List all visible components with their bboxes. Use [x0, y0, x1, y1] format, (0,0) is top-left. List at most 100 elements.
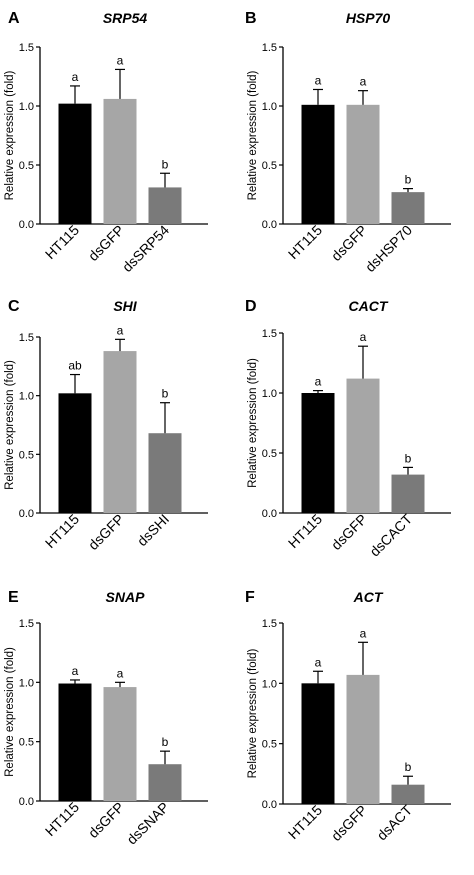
y-tick-label: 0.5	[262, 448, 277, 460]
category-label: dsGFP	[85, 799, 127, 841]
bar	[103, 98, 137, 224]
significance-letter: a	[117, 323, 124, 337]
bar	[103, 351, 137, 513]
significance-letter: b	[162, 387, 169, 401]
significance-letter: a	[360, 75, 367, 89]
category-label: dsGFP	[85, 511, 127, 553]
category-label: dsGFP	[328, 511, 370, 553]
bar	[346, 104, 380, 224]
bar	[58, 683, 92, 801]
significance-letter: b	[162, 157, 169, 171]
y-tick-label: 0.0	[19, 508, 34, 520]
significance-letter: ab	[68, 359, 82, 373]
panel-letter: E	[8, 589, 19, 606]
y-tick-label: 1.5	[19, 332, 34, 344]
y-tick-label: 0.5	[19, 737, 34, 749]
category-label: dsGFP	[85, 222, 127, 264]
significance-letter: b	[405, 760, 412, 774]
significance-letter: a	[72, 664, 79, 678]
category-label: dsHSP70	[362, 222, 415, 275]
panel-letter: C	[8, 298, 20, 315]
significance-letter: b	[162, 735, 169, 749]
significance-letter: a	[315, 655, 322, 669]
y-tick-label: 1.0	[19, 391, 34, 403]
bar	[301, 683, 335, 804]
y-tick-label: 1.5	[262, 42, 277, 54]
category-label: dsACT	[374, 801, 416, 843]
bar	[391, 474, 425, 513]
significance-letter: a	[117, 666, 124, 680]
y-tick-label: 1.5	[19, 42, 34, 54]
panel-letter: F	[245, 589, 255, 606]
bar	[148, 433, 182, 513]
y-tick-label: 1.0	[19, 101, 34, 113]
y-axis-label: Relative expression (fold)	[4, 360, 16, 490]
panel-letter: A	[8, 10, 20, 27]
bar	[391, 192, 425, 224]
significance-letter: b	[405, 451, 412, 465]
panel-a: A SRP54 Relative expression (fold) 0.0 0.5 1.…	[4, 10, 208, 275]
category-label: HT115	[42, 511, 82, 551]
bar	[148, 187, 182, 224]
significance-letter: a	[360, 626, 367, 640]
bar	[301, 104, 335, 224]
y-axis-label: Relative expression (fold)	[4, 647, 16, 777]
bar	[148, 764, 182, 801]
panel-letter: B	[245, 10, 257, 27]
significance-letter: a	[117, 53, 124, 67]
category-label: HT115	[285, 511, 325, 551]
significance-letter: a	[360, 330, 367, 344]
panel-b: B HSP70 Relative expression (fold) 0.0 0.5 1.…	[245, 10, 451, 275]
bar	[58, 393, 92, 513]
y-tick-label: 0.0	[262, 508, 277, 520]
bar	[391, 784, 425, 804]
y-tick-label: 0.0	[19, 796, 34, 808]
y-tick-label: 0.5	[19, 160, 34, 172]
significance-letter: b	[405, 173, 412, 187]
category-label: HT115	[285, 802, 325, 842]
y-tick-label: 1.0	[262, 678, 277, 690]
panel-e: E SNAP Relative expression (fold) 0.0 0.5 1.0…	[4, 589, 208, 848]
y-tick-label: 0.0	[262, 219, 277, 231]
y-tick-label: 0.0	[19, 219, 34, 231]
y-tick-label: 1.5	[19, 618, 34, 630]
chart-title: HSP70	[346, 10, 391, 26]
chart-title: CACT	[349, 298, 389, 314]
panel-c: C SHI Relative expression (fold) 0.0 0.5 1.0 1…	[4, 298, 208, 553]
y-axis-label: Relative expression (fold)	[247, 358, 259, 488]
category-label: HT115	[42, 799, 82, 839]
y-tick-label: 1.5	[262, 618, 277, 630]
category-label: dsCACT	[366, 510, 415, 559]
category-label: dsSRP54	[119, 222, 172, 275]
bar	[58, 103, 92, 224]
chart-title: ACT	[353, 589, 384, 605]
y-tick-label: 1.0	[262, 101, 277, 113]
bar	[346, 378, 380, 513]
bar	[103, 687, 137, 801]
y-tick-label: 1.0	[19, 677, 34, 689]
significance-letter: a	[72, 70, 79, 84]
chart-title: SNAP	[106, 589, 146, 605]
category-label: HT115	[285, 222, 325, 262]
category-label: dsSHI	[134, 511, 172, 549]
y-axis-label: Relative expression (fold)	[247, 648, 259, 778]
y-tick-label: 1.0	[262, 388, 277, 400]
y-axis-label: Relative expression (fold)	[247, 70, 259, 200]
category-label: HT115	[42, 222, 82, 262]
y-tick-label: 0.5	[262, 160, 277, 172]
bar	[346, 674, 380, 804]
panel-d: D CACT Relative expression (fold) 0.0 0.5 1.0…	[245, 298, 451, 560]
category-label: dsSNAP	[123, 799, 172, 848]
significance-letter: a	[315, 73, 322, 87]
category-label: dsGFP	[328, 802, 370, 844]
chart-title: SHI	[113, 298, 137, 314]
category-label: dsGFP	[328, 222, 370, 264]
y-tick-label: 0.5	[19, 449, 34, 461]
y-tick-label: 1.5	[262, 328, 277, 340]
y-tick-label: 0.0	[262, 799, 277, 811]
chart-title: SRP54	[103, 10, 148, 26]
bar	[301, 393, 335, 513]
panel-f: F ACT Relative expression (fold) 0.0 0.5 1.0 1…	[245, 589, 451, 844]
significance-letter: a	[315, 375, 322, 389]
